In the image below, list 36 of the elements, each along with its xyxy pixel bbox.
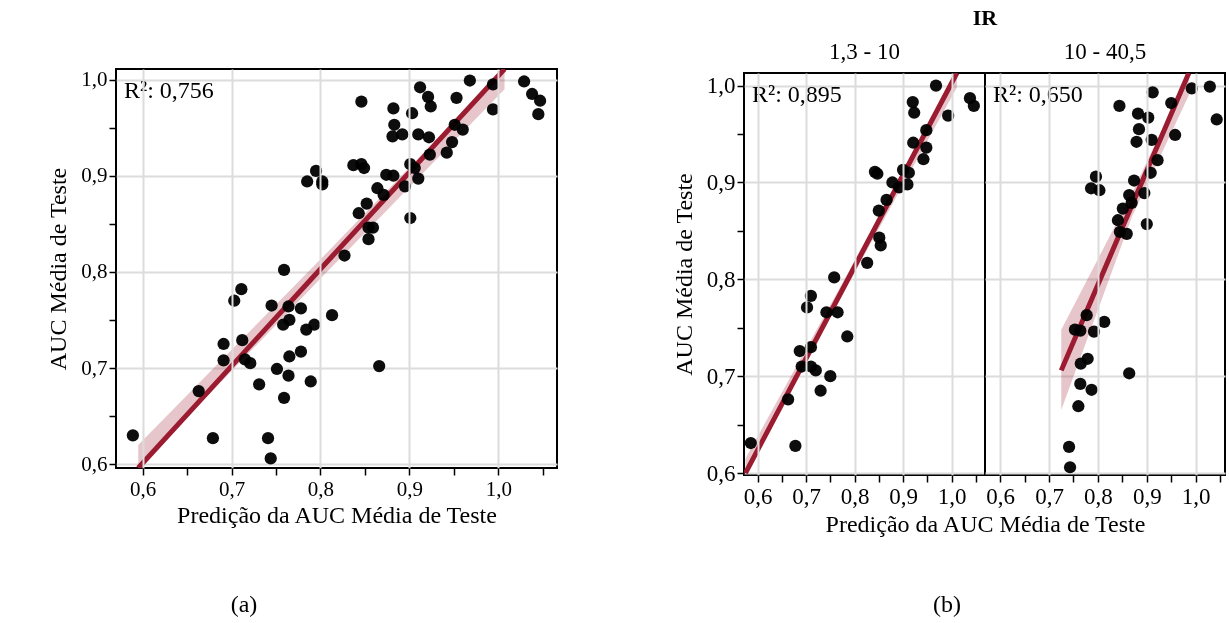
x-tick-label: 1,0 [937, 483, 967, 509]
x-tick-label: 0,9 [396, 476, 424, 501]
y-tick-label: 0,8 [81, 259, 108, 284]
text: (a) [230, 591, 258, 617]
y-tick-label: 1,0 [81, 67, 108, 92]
x-tick-label: 0,6 [130, 476, 157, 501]
x-tick-label: 0,8 [840, 483, 870, 509]
x-tick-label: 0,8 [307, 476, 335, 501]
x-axis-title: Predição da AUC Média de Teste [825, 510, 1146, 537]
x-tick-label: 1,0 [485, 476, 512, 501]
x-tick-label: 0,6 [986, 483, 1016, 509]
annotation: R²: 0,650 [993, 81, 1083, 107]
chart-subtitle: 10 - 40,5 [1063, 39, 1147, 64]
x-tick-label: 0,6 [743, 483, 773, 509]
x-tick-label: 0,9 [1132, 483, 1162, 509]
annotation: R²: 0,756 [124, 77, 214, 103]
y-axis-title: AUC Média de Teste [670, 173, 697, 376]
y-tick-label: 0,9 [706, 169, 736, 195]
x-tick-label: 0,7 [1035, 483, 1064, 509]
y-tick-label: 0,9 [81, 163, 108, 188]
x-tick-label: 0,8 [1084, 483, 1113, 509]
annotation: R²: 0,895 [752, 81, 842, 107]
y-tick-label: 0,8 [706, 266, 736, 292]
x-axis-title: Predição da AUC Média de Teste [177, 501, 497, 528]
y-axis-title: AUC Média de Teste [45, 167, 72, 371]
y-tick-label: 0,7 [81, 355, 108, 380]
y-tick-label: 0,7 [706, 363, 736, 389]
y-tick-label: 1,0 [706, 73, 736, 99]
x-tick-label: 1,0 [1181, 483, 1211, 509]
x-tick-label: 0,7 [218, 476, 246, 501]
chart-title: IR [972, 5, 999, 30]
text: (b) [933, 591, 961, 617]
chart-subtitle: 1,3 - 10 [829, 39, 900, 64]
x-tick-label: 0,9 [889, 483, 918, 509]
y-tick-label: 0,6 [81, 451, 108, 476]
x-tick-label: 0,7 [792, 483, 821, 509]
